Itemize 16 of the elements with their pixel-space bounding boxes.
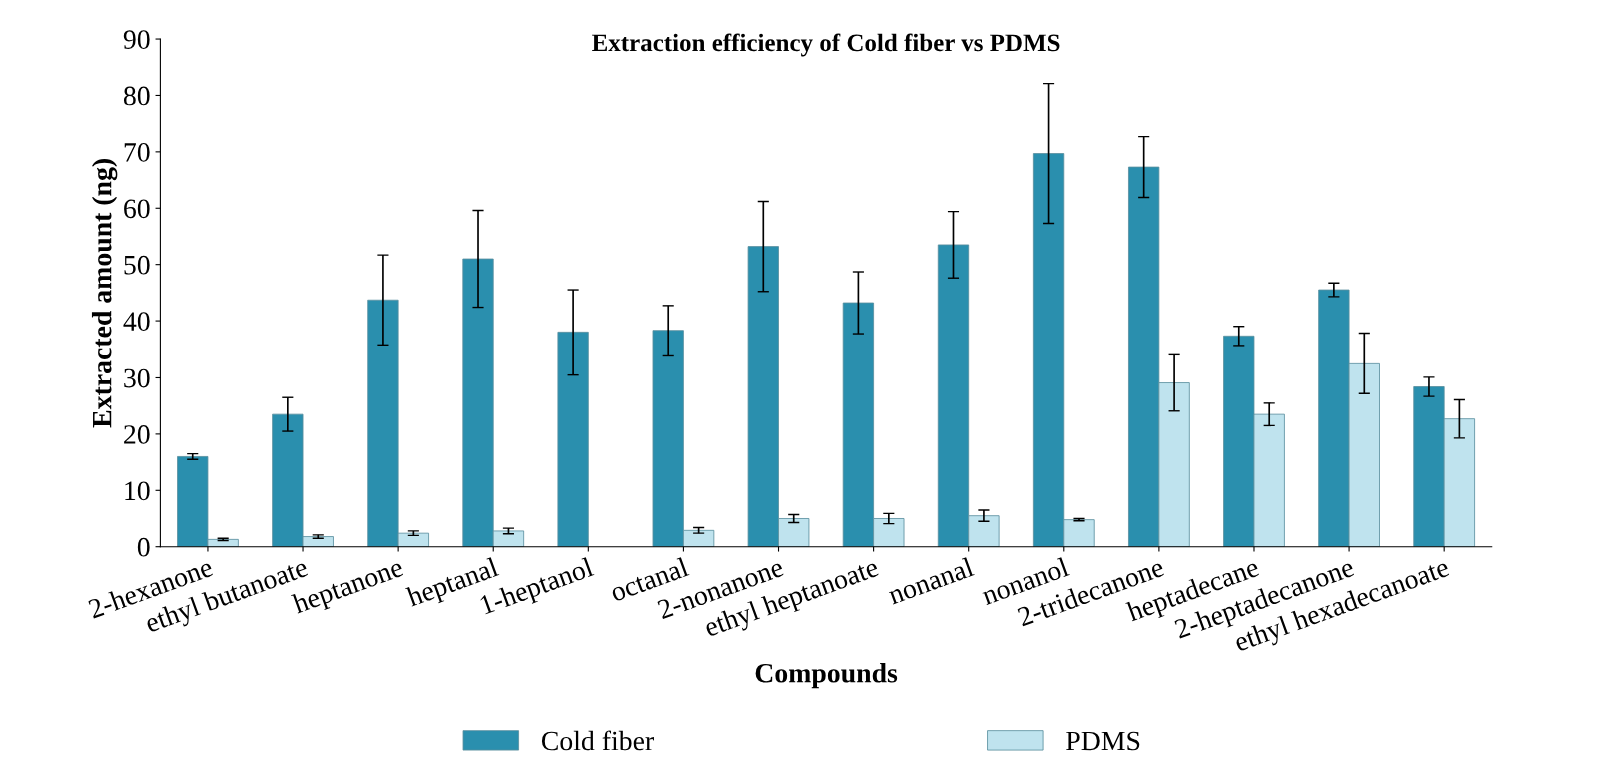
- y-tick-label: 20: [124, 425, 150, 444]
- legend-label: PDMS: [1066, 731, 1140, 751]
- chart-title: Extraction efficiency of Cold fiber vs PDMS: [592, 33, 1060, 57]
- y-tick-label: 30: [124, 368, 150, 388]
- y-tick-label: 60: [124, 199, 150, 219]
- y-tick-label: 70: [124, 143, 150, 162]
- bar: [557, 331, 589, 547]
- y-axis-title: Extracted amount (ng): [91, 159, 118, 428]
- y-tick-label: 0: [137, 537, 150, 557]
- y-tick-label: 40: [123, 312, 150, 331]
- y-tick-label: 50: [124, 255, 150, 275]
- y-tick-label: 90: [123, 30, 150, 49]
- y-tick-label: 80: [123, 86, 150, 106]
- x-axis-title: Compounds: [755, 663, 898, 689]
- y-tick-label: 10: [125, 481, 150, 501]
- legend-label: Cold fiber: [541, 730, 654, 751]
